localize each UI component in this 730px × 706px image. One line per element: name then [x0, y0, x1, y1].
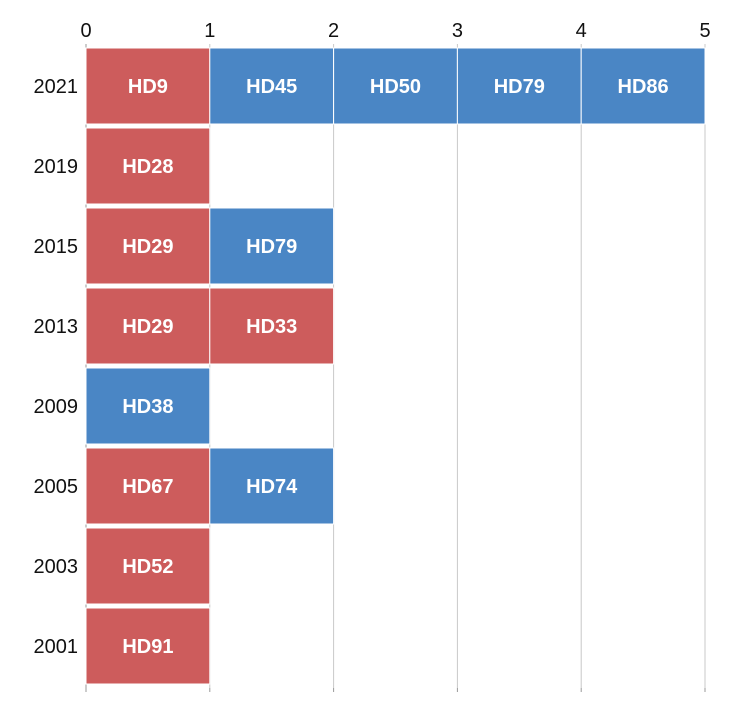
x-tick-label: 0: [80, 20, 91, 42]
year-label: 2019: [34, 156, 79, 178]
year-label: 2005: [34, 476, 79, 498]
bar-segment-label: HD91: [122, 636, 173, 658]
bar-segment: [85, 47, 211, 125]
bars: HD9 HD45 HD50 HD79 HD86 HD28 HD29 HD79 HD29 HD33 H…: [85, 47, 706, 685]
bar-segment-label: HD74: [246, 476, 298, 498]
bar-segment-label: HD67: [122, 476, 173, 498]
bar-segment: [580, 47, 706, 125]
bar-segment: [209, 447, 335, 525]
bar-segment: [85, 207, 211, 285]
bar-segment-label: HD79: [494, 76, 545, 98]
bar-segment-label: HD45: [246, 76, 297, 98]
bar-segment: [209, 47, 335, 125]
year-label: 2009: [34, 396, 79, 418]
year-label: 2015: [34, 236, 79, 258]
bar-segment: [85, 287, 211, 365]
bar-segment-label: HD86: [618, 76, 669, 98]
bar-segment-label: HD29: [122, 316, 173, 338]
year-label: 2021: [34, 76, 79, 98]
year-label: 2003: [34, 556, 79, 578]
bar-segment: [456, 47, 582, 125]
bar-segment-label: HD52: [122, 556, 173, 578]
x-tick-label: 5: [699, 20, 710, 42]
x-tick-label: 3: [452, 20, 463, 42]
bar-segment-label: HD50: [370, 76, 421, 98]
x-tick-label: 2: [328, 20, 339, 42]
bar-segment-label: HD33: [246, 316, 297, 338]
bar-segment: [85, 447, 211, 525]
y-axis-labels: 2021 2019 2015 2013 2009 2005 2003 2001: [34, 76, 79, 658]
year-label: 2013: [34, 316, 79, 338]
bar-segment-label: HD28: [122, 156, 173, 178]
bar-segment-label: HD9: [128, 76, 168, 98]
bar-segment-label: HD38: [122, 396, 173, 418]
year-label: 2001: [34, 636, 79, 658]
x-tick-label: 4: [576, 20, 587, 42]
bar-segment: [85, 607, 211, 685]
bar-segment-label: HD79: [246, 236, 297, 258]
x-axis-ticks: 0 1 2 3 4 5: [80, 20, 710, 42]
bar-segment: [333, 47, 458, 125]
x-tick-label: 1: [204, 20, 215, 42]
bar-segment-label: HD29: [122, 236, 173, 258]
bar-segment: [209, 287, 335, 365]
bar-segment: [85, 127, 211, 205]
bar-segment: [85, 527, 211, 605]
bar-segment: [209, 207, 335, 285]
bar-segment: [85, 367, 211, 445]
